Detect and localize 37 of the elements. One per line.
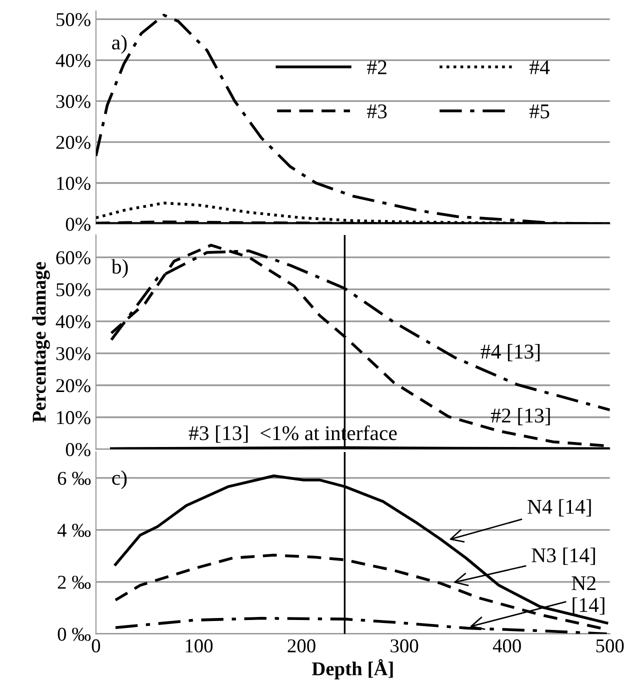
y-tick-label: 0%	[66, 443, 90, 456]
y-tick-label: 30%	[56, 94, 90, 108]
y-tick-label: 20%	[56, 136, 90, 150]
y-tick-label: 30%	[56, 347, 90, 360]
x-tick-label: 200	[288, 639, 316, 652]
x-tick-label: 100	[186, 639, 213, 652]
y-tick-label: 50%	[56, 13, 90, 26]
y-tick-label: 2 ‰	[58, 576, 91, 589]
y-tick-label: 10%	[57, 411, 90, 424]
annotation: c)	[112, 470, 127, 490]
legend-label: #5	[530, 104, 550, 118]
annotation: a)	[112, 34, 127, 54]
y-tick-label: 4 ‰	[57, 524, 91, 537]
y-axis-title: Percentage damage	[32, 262, 50, 422]
x-axis-title: Depth [Å]	[312, 659, 393, 680]
annotation: N4 [14]	[528, 499, 591, 516]
y-tick-label: 60%	[56, 251, 90, 264]
y-tick-label: 40%	[56, 54, 90, 68]
legend-label: #3	[367, 104, 387, 118]
legend-label: #2	[367, 60, 386, 74]
y-tick-label: 40%	[56, 315, 90, 328]
annotation: #2 [13]	[491, 408, 550, 426]
y-tick-label: 10%	[57, 176, 90, 190]
annotation: N2 [14]	[572, 576, 604, 615]
x-tick-label: 400	[492, 639, 521, 652]
y-tick-label: 0 ‰	[58, 628, 91, 641]
x-tick-label: 500	[596, 639, 624, 652]
legend-label: #4	[530, 60, 550, 74]
y-tick-label: 0%	[66, 218, 90, 231]
y-tick-label: 50%	[56, 283, 90, 296]
annotation: b)	[111, 259, 128, 278]
y-tick-label: 6 ‰	[58, 472, 91, 485]
annotation: N3 [14]	[532, 548, 595, 565]
x-tick-label: 0	[92, 639, 100, 652]
x-tick-label: 300	[390, 639, 418, 652]
annotation: #4 [13]	[480, 344, 540, 362]
y-tick-label: 20%	[56, 379, 90, 392]
